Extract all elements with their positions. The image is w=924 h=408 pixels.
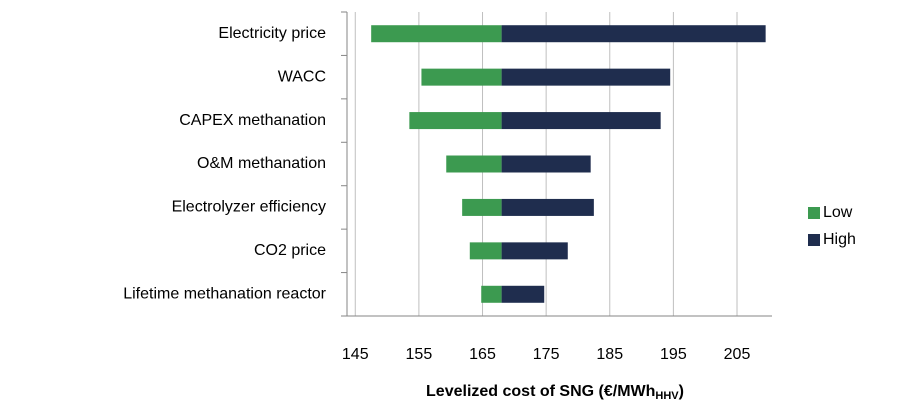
x-tick-label: 185 xyxy=(596,346,623,363)
legend-label: Low xyxy=(823,204,853,221)
x-axis-label: Levelized cost of SNG (€/MWhHHV) xyxy=(426,383,684,402)
y-tick-label: Electrolyzer efficiency xyxy=(172,199,326,216)
x-tick-label: 195 xyxy=(660,346,687,363)
bar xyxy=(481,285,502,303)
bar xyxy=(446,155,502,173)
x-tick-label: 175 xyxy=(533,346,560,363)
x-axis-label-main: Levelized cost of SNG (€/MWh xyxy=(426,383,655,400)
bar xyxy=(501,242,568,260)
x-tick-label: 155 xyxy=(406,346,433,363)
y-tick-label: Electricity price xyxy=(218,25,326,42)
y-tick-label: CAPEX methanation xyxy=(179,112,326,129)
bar xyxy=(501,25,766,43)
bar xyxy=(421,68,502,86)
bar xyxy=(501,198,594,216)
y-tick-label: Lifetime methanation reactor xyxy=(123,286,326,303)
bar xyxy=(371,25,502,43)
legend-label: High xyxy=(823,231,856,248)
x-axis-label-end: ) xyxy=(679,383,684,400)
y-tick-label: WACC xyxy=(278,68,326,85)
x-tick-label: 205 xyxy=(724,346,751,363)
bar xyxy=(501,285,545,303)
x-tick-label: 165 xyxy=(469,346,496,363)
bar xyxy=(501,155,591,173)
bar xyxy=(462,198,502,216)
y-tick-label: O&M methanation xyxy=(197,155,326,172)
legend-swatch xyxy=(808,207,820,219)
legend-swatch xyxy=(808,234,820,246)
x-axis-label-sub: HHV xyxy=(655,390,679,402)
x-tick-label: 145 xyxy=(342,346,369,363)
bar xyxy=(501,68,671,86)
y-tick-label: CO2 price xyxy=(254,242,326,259)
bar xyxy=(501,112,661,130)
bar xyxy=(409,112,502,130)
bar xyxy=(469,242,502,260)
